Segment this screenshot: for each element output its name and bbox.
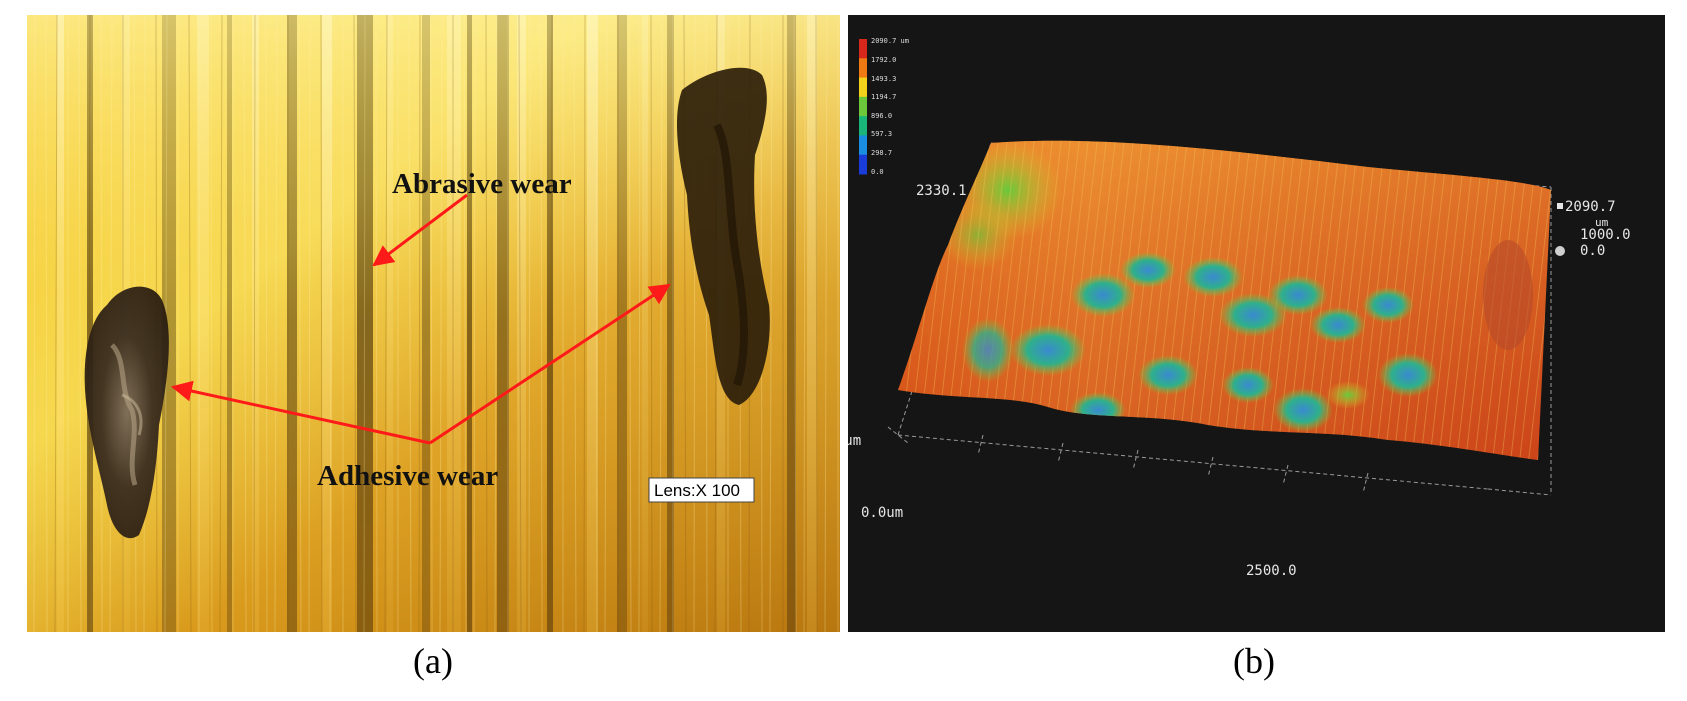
micrograph-panel-a: Abrasive wear Adhesive wear Lens:X 100 (27, 15, 840, 632)
lens-label: Lens:X 100 (654, 481, 740, 500)
lens-label-box (648, 477, 755, 503)
surface-mesh (898, 140, 1551, 460)
surface-3d-view: 2090.7 um 1792.0 1493.3 1194.7 896.0 597… (848, 37, 1631, 579)
colorbar-tick-2: 1493.3 (871, 75, 896, 83)
colorbar-tick-5: 597.3 (871, 130, 892, 138)
axis-x-max: 2500.0 (1246, 563, 1297, 579)
colorbar-tick-3: 1194.7 (871, 93, 896, 101)
adhesive-wear-patch-left (84, 286, 169, 539)
axis-origin-back: 0.0um (848, 433, 861, 449)
colorbar-tick-7: 0.0 (871, 168, 884, 176)
colorbar-tick-1: 1792.0 (871, 56, 896, 64)
surface-profile-panel-b: 2090.7 um 1792.0 1493.3 1194.7 896.0 597… (848, 15, 1665, 632)
wear-grooves (33, 15, 839, 632)
z-min-label: 0.0 (1580, 243, 1605, 259)
axis-origin-front: 0.0um (861, 505, 903, 521)
z-max-label: 2090.7 (1565, 199, 1616, 215)
z-min-marker (1555, 246, 1565, 256)
colorbar-tick-4: 896.0 (871, 112, 892, 120)
z-unit-label: um (1595, 216, 1609, 229)
colorbar-tick-6: 298.7 (871, 149, 892, 157)
caption-b: (b) (1233, 641, 1275, 681)
abrasive-wear-label: Abrasive wear (392, 168, 572, 200)
colorbar-tick-0: 2090.7 um (871, 37, 909, 45)
axis-y-max: 2330.1 (916, 183, 967, 199)
z-max-marker (1557, 203, 1563, 209)
z-mid-label: 1000.0 (1580, 227, 1631, 243)
adhesive-arrow-right (429, 283, 671, 445)
colorbar: 2090.7 um 1792.0 1493.3 1194.7 896.0 597… (859, 37, 909, 176)
abrasive-arrow (372, 193, 468, 267)
caption-a: (a) (413, 641, 453, 681)
adhesive-arrow-left (170, 380, 431, 445)
micrograph-image: Abrasive wear Adhesive wear Lens:X 100 (27, 15, 840, 632)
adhesive-wear-label: Adhesive wear (317, 460, 498, 492)
